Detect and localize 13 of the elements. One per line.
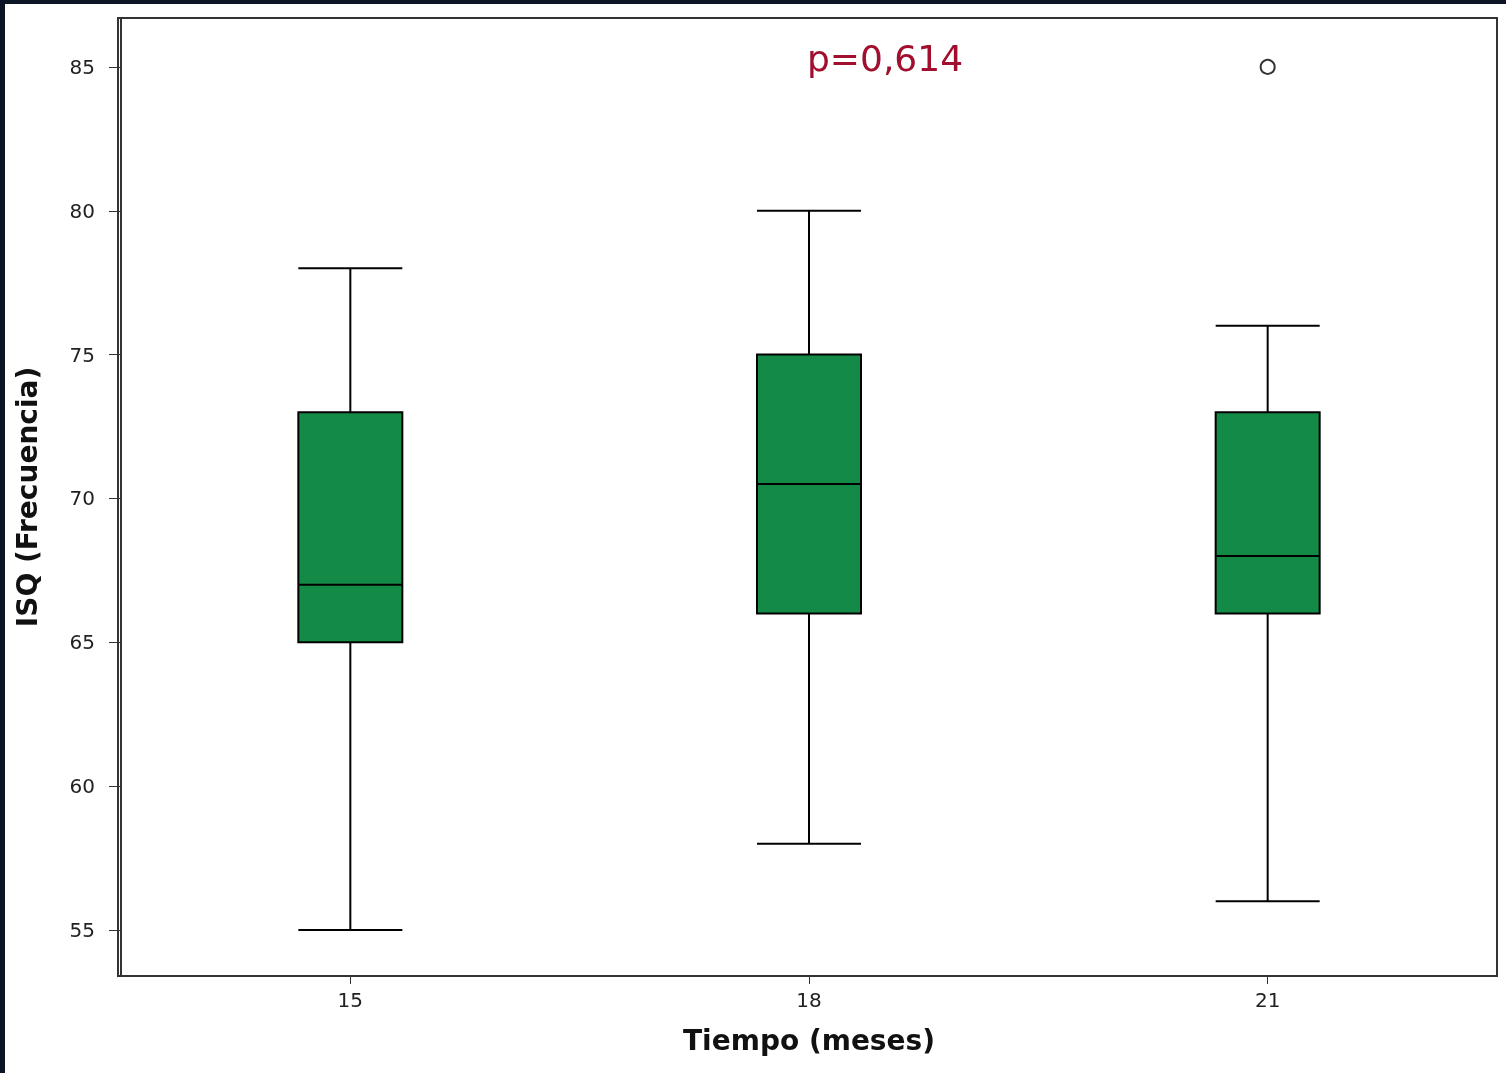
y-tick-label: 80 (69, 198, 95, 223)
y-tick-label: 60 (69, 774, 95, 799)
x-tick-label: 15 (337, 988, 364, 1012)
y-axis-title: ISQ (Frecuencia) (10, 366, 44, 628)
y-tick-label: 55 (69, 917, 95, 942)
annotation: p=0,614 (807, 37, 964, 79)
y-tick-label: 85 (69, 54, 95, 79)
y-tick-label: 65 (69, 630, 95, 655)
y-tick-label: 70 (69, 486, 95, 511)
x-tick-label: 21 (1254, 988, 1281, 1012)
x-axis-title: Tiempo (meses) (683, 1023, 935, 1057)
y-tick-label: 75 (69, 342, 95, 367)
x-tick-label: 18 (796, 988, 822, 1012)
